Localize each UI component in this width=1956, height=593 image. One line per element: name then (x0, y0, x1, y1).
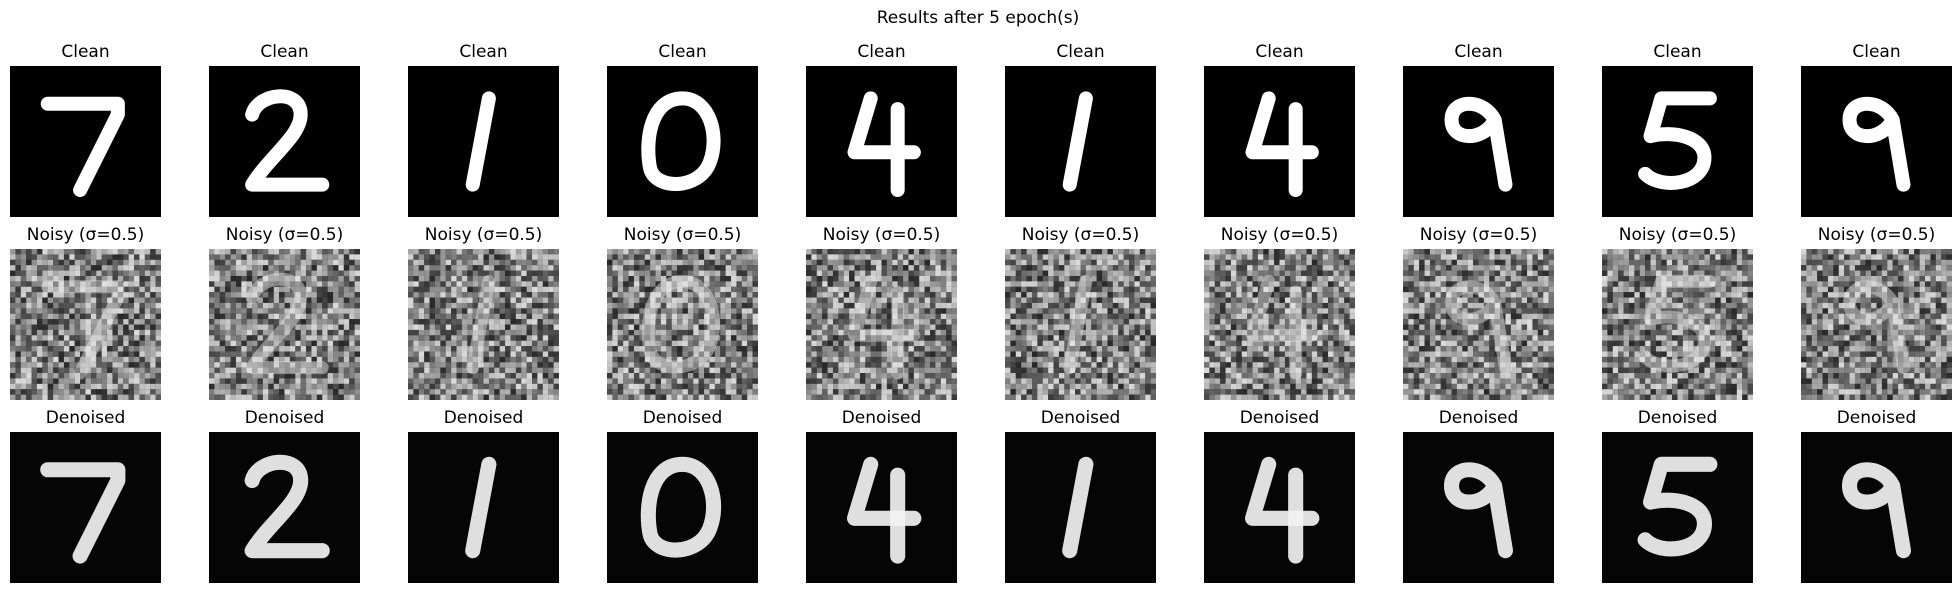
digit-4-noisy-image (806, 249, 957, 400)
noisy-panel-title: Noisy (σ=0.5) (623, 225, 742, 245)
digit-7-denoised-image (10, 432, 161, 583)
digit-9-denoised-image (1801, 432, 1952, 583)
digit-4-denoised-image (1204, 432, 1355, 583)
digit-9-noisy-image (1403, 249, 1554, 400)
noisy-image-frame (10, 249, 161, 400)
clean-image-frame (1403, 66, 1554, 217)
digit-1-denoised-image (408, 432, 559, 583)
noisy-panel-title: Noisy (σ=0.5) (1021, 225, 1140, 245)
digit-1-noisy-image (408, 249, 559, 400)
noisy-panel-title: Noisy (σ=0.5) (1618, 225, 1737, 245)
denoised-panel-title: Denoised (841, 408, 922, 428)
noisy-panel-title: Noisy (σ=0.5) (424, 225, 543, 245)
noisy-image-frame (607, 249, 758, 400)
digit-2-denoised-image (209, 432, 360, 583)
noisy-image-frame (1403, 249, 1554, 400)
noisy-image-frame (806, 249, 957, 400)
noisy-panel-title: Noisy (σ=0.5) (1817, 225, 1936, 245)
clean-panel-title: Clean (1653, 42, 1702, 62)
denoised-panel-title: Denoised (244, 408, 325, 428)
denoised-image-frame (607, 432, 758, 583)
noisy-image-frame (1602, 249, 1753, 400)
digit-5-denoised-image (1602, 432, 1753, 583)
denoised-panel-title: Denoised (642, 408, 723, 428)
digit-7-noisy-image (10, 249, 161, 400)
digit-1-clean-image (408, 66, 559, 217)
clean-image-frame (10, 66, 161, 217)
noisy-image-frame (1204, 249, 1355, 400)
digit-0-denoised-image (607, 432, 758, 583)
digit-9-clean-image (1801, 66, 1952, 217)
digit-1-noisy-image (1005, 249, 1156, 400)
clean-panel-title: Clean (61, 42, 110, 62)
clean-image-frame (607, 66, 758, 217)
clean-panel-title: Clean (658, 42, 707, 62)
denoised-image-frame (209, 432, 360, 583)
digit-2-clean-image (209, 66, 360, 217)
denoised-panel-title: Denoised (1040, 408, 1121, 428)
noisy-panel-title: Noisy (σ=0.5) (26, 225, 145, 245)
denoised-panel-title: Denoised (1836, 408, 1917, 428)
digit-0-clean-image (607, 66, 758, 217)
clean-image-frame (1801, 66, 1952, 217)
digit-5-clean-image (1602, 66, 1753, 217)
clean-panel-title: Clean (459, 42, 508, 62)
digit-4-clean-image (1204, 66, 1355, 217)
denoised-image-frame (1602, 432, 1753, 583)
clean-image-frame (1204, 66, 1355, 217)
digit-5-noisy-image (1602, 249, 1753, 400)
denoised-image-frame (10, 432, 161, 583)
clean-panel-title: Clean (1255, 42, 1304, 62)
clean-panel-title: Clean (857, 42, 906, 62)
digit-2-noisy-image (209, 249, 360, 400)
digit-9-clean-image (1403, 66, 1554, 217)
noisy-image-frame (408, 249, 559, 400)
noisy-image-frame (1005, 249, 1156, 400)
noisy-panel-title: Noisy (σ=0.5) (822, 225, 941, 245)
noisy-image-frame (209, 249, 360, 400)
digit-4-noisy-image (1204, 249, 1355, 400)
figure-title: Results after 5 epoch(s) (876, 8, 1080, 28)
noisy-image-frame (1801, 249, 1952, 400)
clean-image-frame (1005, 66, 1156, 217)
digit-9-denoised-image (1403, 432, 1554, 583)
denoised-image-frame (1403, 432, 1554, 583)
denoised-image-frame (408, 432, 559, 583)
clean-image-frame (209, 66, 360, 217)
noisy-panel-title: Noisy (σ=0.5) (225, 225, 344, 245)
digit-1-denoised-image (1005, 432, 1156, 583)
clean-panel-title: Clean (260, 42, 309, 62)
noisy-panel-title: Noisy (σ=0.5) (1419, 225, 1538, 245)
denoised-panel-title: Denoised (45, 408, 126, 428)
denoised-image-frame (1005, 432, 1156, 583)
clean-panel-title: Clean (1454, 42, 1503, 62)
digit-4-denoised-image (806, 432, 957, 583)
denoised-image-frame (806, 432, 957, 583)
clean-image-frame (408, 66, 559, 217)
digit-1-clean-image (1005, 66, 1156, 217)
denoised-image-frame (1204, 432, 1355, 583)
denoised-panel-title: Denoised (1438, 408, 1519, 428)
clean-panel-title: Clean (1056, 42, 1105, 62)
digit-4-clean-image (806, 66, 957, 217)
digit-0-noisy-image (607, 249, 758, 400)
denoised-panel-title: Denoised (1239, 408, 1320, 428)
digit-7-clean-image (10, 66, 161, 217)
clean-panel-title: Clean (1852, 42, 1901, 62)
digit-9-noisy-image (1801, 249, 1952, 400)
denoised-panel-title: Denoised (443, 408, 524, 428)
clean-image-frame (806, 66, 957, 217)
noisy-panel-title: Noisy (σ=0.5) (1220, 225, 1339, 245)
denoised-image-frame (1801, 432, 1952, 583)
clean-image-frame (1602, 66, 1753, 217)
denoised-panel-title: Denoised (1637, 408, 1718, 428)
